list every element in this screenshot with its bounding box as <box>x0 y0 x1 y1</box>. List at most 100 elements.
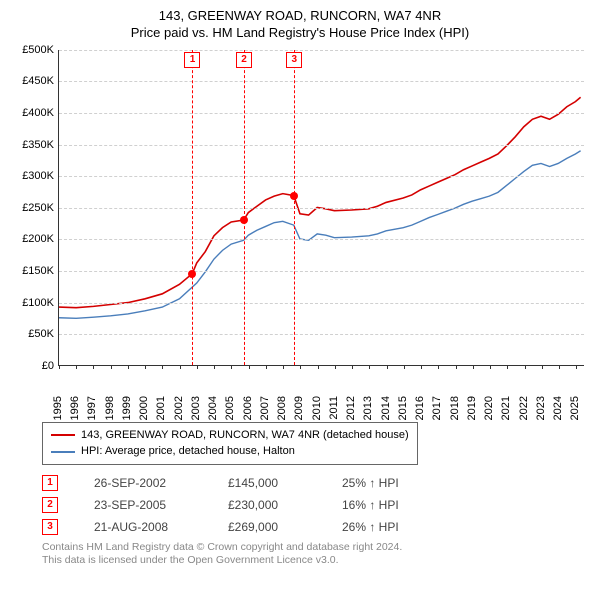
gridline <box>59 303 584 304</box>
footer-line-1: Contains HM Land Registry data © Crown c… <box>42 541 590 555</box>
x-tick <box>266 365 267 369</box>
legend-box: 143, GREENWAY ROAD, RUNCORN, WA7 4NR (de… <box>42 422 418 465</box>
x-tick <box>180 365 181 369</box>
chart-container: 143, GREENWAY ROAD, RUNCORN, WA7 4NR Pri… <box>0 0 600 590</box>
series-line <box>59 97 581 307</box>
x-tick-label: 2019 <box>466 396 478 420</box>
sale-date: 21-AUG-2008 <box>94 520 204 534</box>
title-address: 143, GREENWAY ROAD, RUNCORN, WA7 4NR <box>10 8 590 25</box>
x-tick-label: 2009 <box>293 396 305 420</box>
y-tick-label: £0 <box>10 360 54 372</box>
x-tick <box>559 365 560 369</box>
sale-date: 26-SEP-2002 <box>94 476 204 490</box>
x-tick <box>576 365 577 369</box>
sale-row-badge: 2 <box>42 497 58 513</box>
x-tick-label: 2008 <box>276 396 288 420</box>
x-tick <box>93 365 94 369</box>
x-tick-label: 2001 <box>155 396 167 420</box>
y-tick-label: £500K <box>10 44 54 56</box>
y-tick-label: £150K <box>10 265 54 277</box>
x-tick-label: 2023 <box>535 396 547 420</box>
x-tick <box>525 365 526 369</box>
x-tick-label: 2025 <box>569 396 581 420</box>
x-tick-label: 2018 <box>449 396 461 420</box>
x-tick-label: 2007 <box>259 396 271 420</box>
footer-line-2: This data is licensed under the Open Gov… <box>42 554 590 568</box>
sale-marker-badge: 3 <box>286 52 302 68</box>
x-tick-label: 2015 <box>397 396 409 420</box>
sale-hpi-diff: 25% ↑ HPI <box>342 476 399 490</box>
y-tick-label: £50K <box>10 328 54 340</box>
title-subtitle: Price paid vs. HM Land Registry's House … <box>10 25 590 42</box>
x-tick-label: 1995 <box>52 396 64 420</box>
x-tick <box>111 365 112 369</box>
x-tick <box>507 365 508 369</box>
x-tick <box>421 365 422 369</box>
x-tick <box>197 365 198 369</box>
y-tick-label: £400K <box>10 107 54 119</box>
x-tick-label: 2017 <box>431 396 443 420</box>
x-tick <box>231 365 232 369</box>
legend-swatch <box>51 434 75 436</box>
sale-marker-dot <box>188 270 196 278</box>
x-tick <box>438 365 439 369</box>
x-tick <box>456 365 457 369</box>
sale-price: £145,000 <box>228 476 318 490</box>
x-tick <box>214 365 215 369</box>
x-tick <box>128 365 129 369</box>
x-tick <box>162 365 163 369</box>
sale-row: 321-AUG-2008£269,00026% ↑ HPI <box>42 519 590 535</box>
x-tick-label: 2014 <box>380 396 392 420</box>
x-tick-label: 2004 <box>207 396 219 420</box>
gridline <box>59 50 584 51</box>
sale-marker-badge: 2 <box>236 52 252 68</box>
sale-marker-badge: 1 <box>184 52 200 68</box>
gridline <box>59 145 584 146</box>
gridline <box>59 113 584 114</box>
legend-item: HPI: Average price, detached house, Halt… <box>51 443 409 460</box>
x-tick-label: 2002 <box>173 396 185 420</box>
x-tick-label: 2006 <box>242 396 254 420</box>
legend-label: HPI: Average price, detached house, Halt… <box>81 443 295 460</box>
x-tick-label: 2000 <box>138 396 150 420</box>
y-tick-label: £100K <box>10 297 54 309</box>
sale-hpi-diff: 16% ↑ HPI <box>342 498 399 512</box>
y-tick-label: £350K <box>10 139 54 151</box>
x-tick-label: 2005 <box>224 396 236 420</box>
chart-area: £0£50K£100K£150K£200K£250K£300K£350K£400… <box>10 46 590 416</box>
sale-price: £230,000 <box>228 498 318 512</box>
x-tick <box>490 365 491 369</box>
sale-row: 2 23-SEP-2005 £230,000 16% ↑ HPI <box>42 497 590 513</box>
plot-region: 1 2 3 <box>58 50 584 366</box>
sale-date: 23-SEP-2005 <box>94 498 204 512</box>
sale-marker-line <box>192 50 193 365</box>
legend-label: 143, GREENWAY ROAD, RUNCORN, WA7 4NR (de… <box>81 427 409 444</box>
sale-row: 1 26-SEP-2002 £145,000 25% ↑ HPI <box>42 475 590 491</box>
legend-swatch <box>51 451 75 453</box>
y-tick-label: £250K <box>10 202 54 214</box>
x-tick <box>76 365 77 369</box>
x-tick-label: 2003 <box>190 396 202 420</box>
x-tick-label: 2012 <box>345 396 357 420</box>
x-tick-label: 2013 <box>362 396 374 420</box>
x-tick <box>352 365 353 369</box>
footer-attribution: Contains HM Land Registry data © Crown c… <box>42 541 590 568</box>
x-tick <box>318 365 319 369</box>
sales-table: 1 26-SEP-2002 £145,000 25% ↑ HPI 2 23-SEP-200… <box>42 475 590 535</box>
x-tick-label: 2020 <box>483 396 495 420</box>
sale-hpi-diff: 26% ↑ HPI <box>342 520 399 534</box>
x-tick <box>404 365 405 369</box>
x-tick-label: 2016 <box>414 396 426 420</box>
y-tick-label: £450K <box>10 75 54 87</box>
x-tick-label: 2024 <box>552 396 564 420</box>
sale-row-badge: 1 <box>42 475 58 491</box>
gridline <box>59 334 584 335</box>
sale-marker-dot <box>240 216 248 224</box>
sale-row-badge: 3 <box>42 519 58 535</box>
x-tick <box>300 365 301 369</box>
gridline <box>59 271 584 272</box>
x-tick-label: 2010 <box>311 396 323 420</box>
x-tick-label: 2021 <box>500 396 512 420</box>
x-tick <box>387 365 388 369</box>
gridline <box>59 176 584 177</box>
